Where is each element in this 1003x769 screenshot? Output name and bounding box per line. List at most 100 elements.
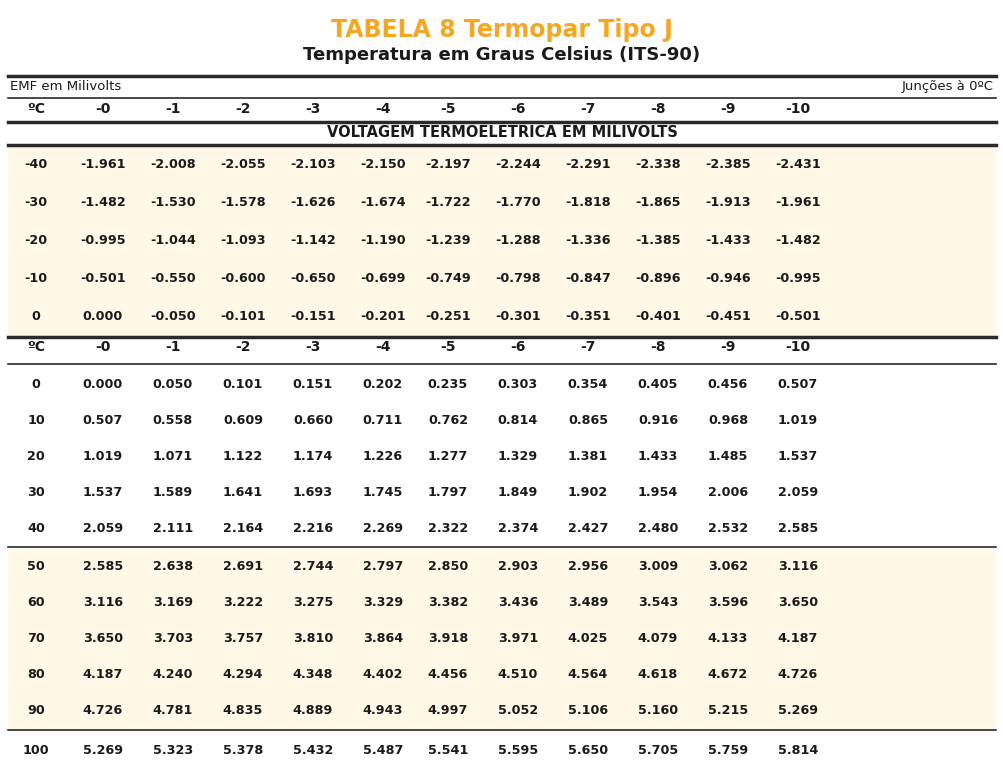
Text: 0: 0 bbox=[31, 311, 40, 324]
Text: 4.294: 4.294 bbox=[223, 668, 263, 681]
Text: 3.116: 3.116 bbox=[777, 561, 817, 574]
Text: 2.903: 2.903 bbox=[497, 561, 538, 574]
Text: 2.797: 2.797 bbox=[362, 561, 403, 574]
Text: -10: -10 bbox=[784, 340, 809, 354]
Text: 10: 10 bbox=[27, 414, 45, 427]
Text: 1.537: 1.537 bbox=[83, 485, 123, 498]
Text: 4.726: 4.726 bbox=[83, 704, 123, 717]
Text: 5.269: 5.269 bbox=[83, 744, 123, 757]
Bar bbox=[8, 366, 995, 402]
Text: 1.485: 1.485 bbox=[707, 450, 747, 462]
Text: 3.703: 3.703 bbox=[152, 632, 193, 645]
Text: -0.995: -0.995 bbox=[774, 272, 820, 285]
Text: -1.961: -1.961 bbox=[80, 158, 125, 171]
Text: 0.507: 0.507 bbox=[777, 378, 817, 391]
Text: 5.432: 5.432 bbox=[293, 744, 333, 757]
Text: 5.378: 5.378 bbox=[223, 744, 263, 757]
Text: 3.596: 3.596 bbox=[707, 597, 747, 610]
Text: -1: -1 bbox=[165, 102, 181, 116]
Text: VOLTAGEM TERMOELÉTRICA EM MILIVOLTS: VOLTAGEM TERMOELÉTRICA EM MILIVOLTS bbox=[326, 125, 677, 140]
Text: -0.699: -0.699 bbox=[360, 272, 405, 285]
Text: 5.160: 5.160 bbox=[637, 704, 677, 717]
Text: 0.660: 0.660 bbox=[293, 414, 333, 427]
Text: 1.902: 1.902 bbox=[568, 485, 608, 498]
Text: 100: 100 bbox=[23, 744, 49, 757]
Text: -30: -30 bbox=[24, 197, 47, 209]
Text: 0.711: 0.711 bbox=[362, 414, 403, 427]
Text: 0.609: 0.609 bbox=[223, 414, 263, 427]
Text: 4.943: 4.943 bbox=[362, 704, 403, 717]
Text: -0.151: -0.151 bbox=[290, 311, 335, 324]
Text: 5.814: 5.814 bbox=[777, 744, 817, 757]
Text: EMF em Milivolts: EMF em Milivolts bbox=[10, 80, 121, 93]
Text: 5.323: 5.323 bbox=[152, 744, 193, 757]
Text: 50: 50 bbox=[27, 561, 45, 574]
Text: 5.269: 5.269 bbox=[777, 704, 817, 717]
Text: 3.382: 3.382 bbox=[427, 597, 467, 610]
Text: 4.187: 4.187 bbox=[777, 632, 817, 645]
Text: ºC: ºC bbox=[27, 102, 45, 116]
Text: -1.190: -1.190 bbox=[360, 235, 405, 248]
Text: -1.961: -1.961 bbox=[774, 197, 819, 209]
Text: 0.865: 0.865 bbox=[568, 414, 608, 427]
Text: 2.691: 2.691 bbox=[223, 561, 263, 574]
Text: 2.059: 2.059 bbox=[777, 485, 817, 498]
Text: -3: -3 bbox=[305, 102, 320, 116]
Text: -0: -0 bbox=[95, 340, 110, 354]
Text: -2: -2 bbox=[235, 102, 251, 116]
Text: -2.008: -2.008 bbox=[150, 158, 196, 171]
Text: 1.745: 1.745 bbox=[362, 485, 403, 498]
Text: -2.338: -2.338 bbox=[635, 158, 680, 171]
Text: -0.847: -0.847 bbox=[565, 272, 610, 285]
Text: 0.050: 0.050 bbox=[152, 378, 193, 391]
Text: -1.530: -1.530 bbox=[150, 197, 196, 209]
Text: 4.889: 4.889 bbox=[293, 704, 333, 717]
Text: -0.201: -0.201 bbox=[360, 311, 405, 324]
Text: -9: -9 bbox=[719, 340, 735, 354]
Text: 0.916: 0.916 bbox=[637, 414, 677, 427]
Text: -2.055: -2.055 bbox=[220, 158, 266, 171]
Text: 3.489: 3.489 bbox=[568, 597, 608, 610]
Text: 2.059: 2.059 bbox=[83, 521, 123, 534]
Text: -0.798: -0.798 bbox=[494, 272, 541, 285]
Text: 1.329: 1.329 bbox=[497, 450, 538, 462]
Text: 3.116: 3.116 bbox=[83, 597, 123, 610]
Bar bbox=[8, 298, 995, 336]
Text: -1.482: -1.482 bbox=[80, 197, 125, 209]
Text: -9: -9 bbox=[719, 102, 735, 116]
Text: -2.150: -2.150 bbox=[360, 158, 405, 171]
Text: 30: 30 bbox=[27, 485, 45, 498]
Text: 4.672: 4.672 bbox=[707, 668, 747, 681]
Text: 3.918: 3.918 bbox=[427, 632, 467, 645]
Text: 4.348: 4.348 bbox=[293, 668, 333, 681]
Bar bbox=[8, 510, 995, 546]
Text: 1.693: 1.693 bbox=[293, 485, 333, 498]
Text: -1.770: -1.770 bbox=[494, 197, 541, 209]
Text: 0.814: 0.814 bbox=[497, 414, 538, 427]
Text: 3.222: 3.222 bbox=[223, 597, 263, 610]
Text: 3.062: 3.062 bbox=[707, 561, 747, 574]
Text: -0.946: -0.946 bbox=[704, 272, 750, 285]
Text: -2.103: -2.103 bbox=[290, 158, 335, 171]
Text: 4.835: 4.835 bbox=[223, 704, 263, 717]
Text: -10: -10 bbox=[784, 102, 809, 116]
Text: 1.019: 1.019 bbox=[83, 450, 123, 462]
Text: -2: -2 bbox=[235, 340, 251, 354]
Text: -0.501: -0.501 bbox=[80, 272, 125, 285]
Bar bbox=[8, 549, 995, 585]
Text: 70: 70 bbox=[27, 632, 45, 645]
Text: 3.329: 3.329 bbox=[362, 597, 403, 610]
Text: -3: -3 bbox=[305, 340, 320, 354]
Text: -1.336: -1.336 bbox=[565, 235, 610, 248]
Text: -2.197: -2.197 bbox=[424, 158, 470, 171]
Text: 4.456: 4.456 bbox=[427, 668, 467, 681]
Text: 0.202: 0.202 bbox=[362, 378, 403, 391]
Text: -1.288: -1.288 bbox=[494, 235, 541, 248]
Text: 2.744: 2.744 bbox=[293, 561, 333, 574]
Text: -0.650: -0.650 bbox=[290, 272, 335, 285]
Bar bbox=[8, 768, 995, 769]
Text: -1.433: -1.433 bbox=[704, 235, 750, 248]
Text: 80: 80 bbox=[27, 668, 45, 681]
Text: -4: -4 bbox=[375, 102, 390, 116]
Text: -40: -40 bbox=[24, 158, 47, 171]
